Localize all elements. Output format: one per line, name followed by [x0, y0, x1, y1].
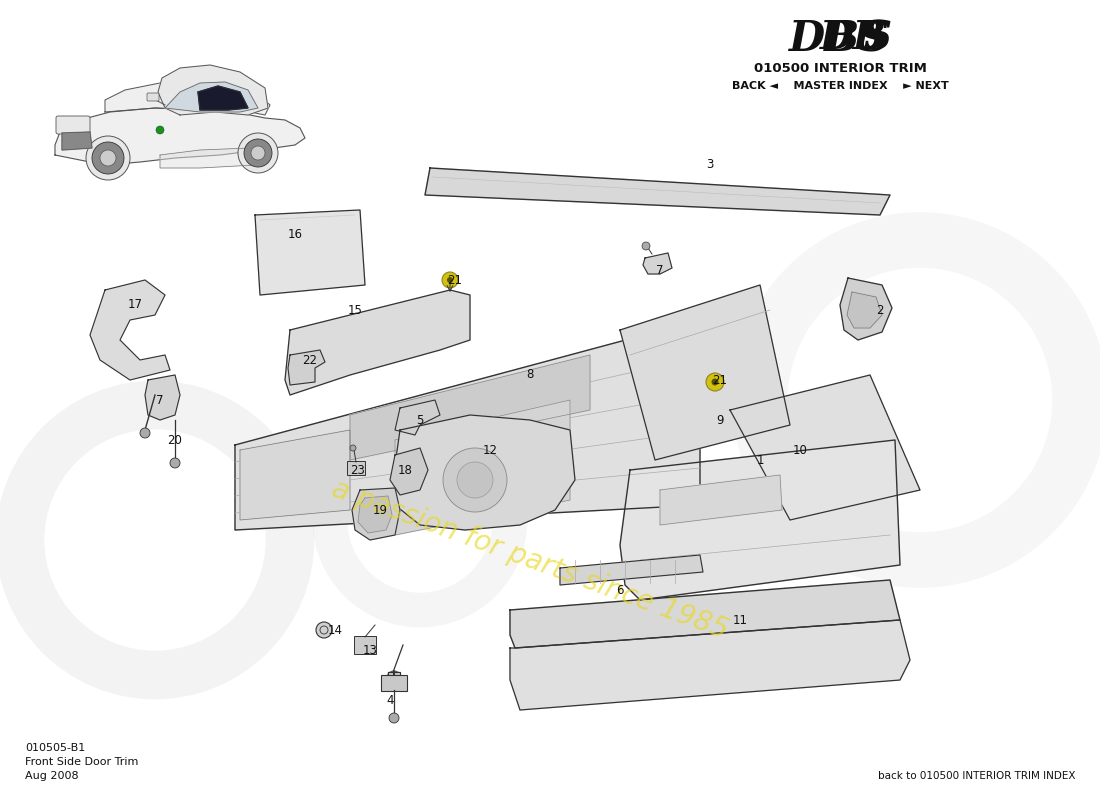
Text: 1: 1 [757, 454, 763, 466]
Text: 15: 15 [348, 303, 362, 317]
Text: 9: 9 [716, 414, 724, 426]
Circle shape [170, 458, 180, 468]
Polygon shape [62, 132, 92, 150]
Text: 6: 6 [616, 583, 624, 597]
Text: 16: 16 [287, 229, 303, 242]
Text: 4: 4 [386, 694, 394, 706]
Polygon shape [198, 86, 248, 110]
Polygon shape [840, 278, 892, 340]
Text: 2: 2 [877, 303, 883, 317]
Text: DBS: DBS [790, 19, 891, 61]
Circle shape [456, 462, 493, 498]
Polygon shape [158, 65, 268, 115]
Text: DB: DB [820, 19, 887, 57]
Polygon shape [90, 280, 170, 380]
Text: 14: 14 [328, 623, 342, 637]
Circle shape [244, 139, 272, 167]
Polygon shape [104, 82, 270, 115]
Text: S: S [858, 11, 893, 58]
Circle shape [92, 142, 124, 174]
Circle shape [443, 448, 507, 512]
Polygon shape [425, 168, 890, 215]
Polygon shape [55, 108, 305, 165]
Text: 18: 18 [397, 463, 412, 477]
Polygon shape [358, 496, 392, 533]
Text: 12: 12 [483, 443, 497, 457]
Text: BACK ◄    MASTER INDEX    ► NEXT: BACK ◄ MASTER INDEX ► NEXT [732, 81, 948, 91]
Polygon shape [395, 400, 570, 535]
Text: 19: 19 [373, 503, 387, 517]
Polygon shape [510, 580, 900, 648]
Circle shape [706, 373, 724, 391]
Text: 11: 11 [733, 614, 748, 626]
Text: a passion for parts since 1985: a passion for parts since 1985 [328, 475, 732, 645]
Circle shape [140, 428, 150, 438]
Circle shape [238, 133, 278, 173]
Circle shape [316, 622, 332, 638]
Text: 7: 7 [156, 394, 164, 406]
Circle shape [389, 713, 399, 723]
Circle shape [100, 460, 260, 620]
Polygon shape [388, 672, 400, 685]
Text: 5: 5 [416, 414, 424, 426]
Polygon shape [240, 430, 350, 520]
Circle shape [251, 146, 265, 160]
FancyBboxPatch shape [346, 461, 365, 475]
Polygon shape [847, 292, 882, 328]
Polygon shape [560, 555, 703, 585]
Circle shape [712, 378, 718, 386]
Circle shape [442, 272, 458, 288]
Text: S: S [864, 19, 891, 57]
Circle shape [387, 671, 402, 685]
Text: 13: 13 [363, 643, 377, 657]
Polygon shape [285, 290, 470, 395]
Polygon shape [160, 148, 255, 168]
Text: 17: 17 [128, 298, 143, 311]
Text: 010505-B1: 010505-B1 [25, 743, 86, 753]
Polygon shape [350, 355, 590, 460]
Polygon shape [730, 375, 920, 520]
Text: back to 010500 INTERIOR TRIM INDEX: back to 010500 INTERIOR TRIM INDEX [878, 771, 1075, 781]
Circle shape [86, 136, 130, 180]
Text: 20: 20 [167, 434, 183, 446]
Polygon shape [352, 488, 400, 540]
Polygon shape [288, 350, 324, 385]
Polygon shape [390, 448, 428, 495]
Text: 3: 3 [706, 158, 714, 171]
Text: 23: 23 [351, 463, 365, 477]
Text: Aug 2008: Aug 2008 [25, 771, 78, 781]
Circle shape [447, 277, 453, 283]
Polygon shape [145, 375, 180, 420]
Polygon shape [644, 253, 672, 274]
FancyBboxPatch shape [147, 93, 160, 101]
Polygon shape [660, 475, 782, 525]
Text: 22: 22 [302, 354, 318, 366]
Circle shape [642, 242, 650, 250]
Polygon shape [255, 210, 365, 295]
Circle shape [100, 150, 116, 166]
Polygon shape [395, 415, 575, 530]
Polygon shape [510, 620, 910, 710]
Circle shape [439, 474, 471, 506]
Circle shape [427, 462, 483, 518]
FancyBboxPatch shape [381, 675, 407, 691]
Polygon shape [235, 320, 700, 530]
Circle shape [156, 126, 164, 134]
Polygon shape [620, 440, 900, 600]
Polygon shape [395, 400, 440, 435]
Polygon shape [620, 285, 790, 460]
Circle shape [350, 445, 356, 451]
FancyBboxPatch shape [56, 116, 90, 134]
Text: 010500 INTERIOR TRIM: 010500 INTERIOR TRIM [754, 62, 926, 74]
Text: 8: 8 [526, 369, 534, 382]
Polygon shape [165, 82, 258, 112]
Text: 10: 10 [793, 443, 807, 457]
Text: 7: 7 [657, 263, 663, 277]
Text: 21: 21 [448, 274, 462, 286]
Text: 21: 21 [713, 374, 727, 386]
Text: Front Side Door Trim: Front Side Door Trim [25, 757, 139, 767]
FancyBboxPatch shape [354, 636, 376, 654]
